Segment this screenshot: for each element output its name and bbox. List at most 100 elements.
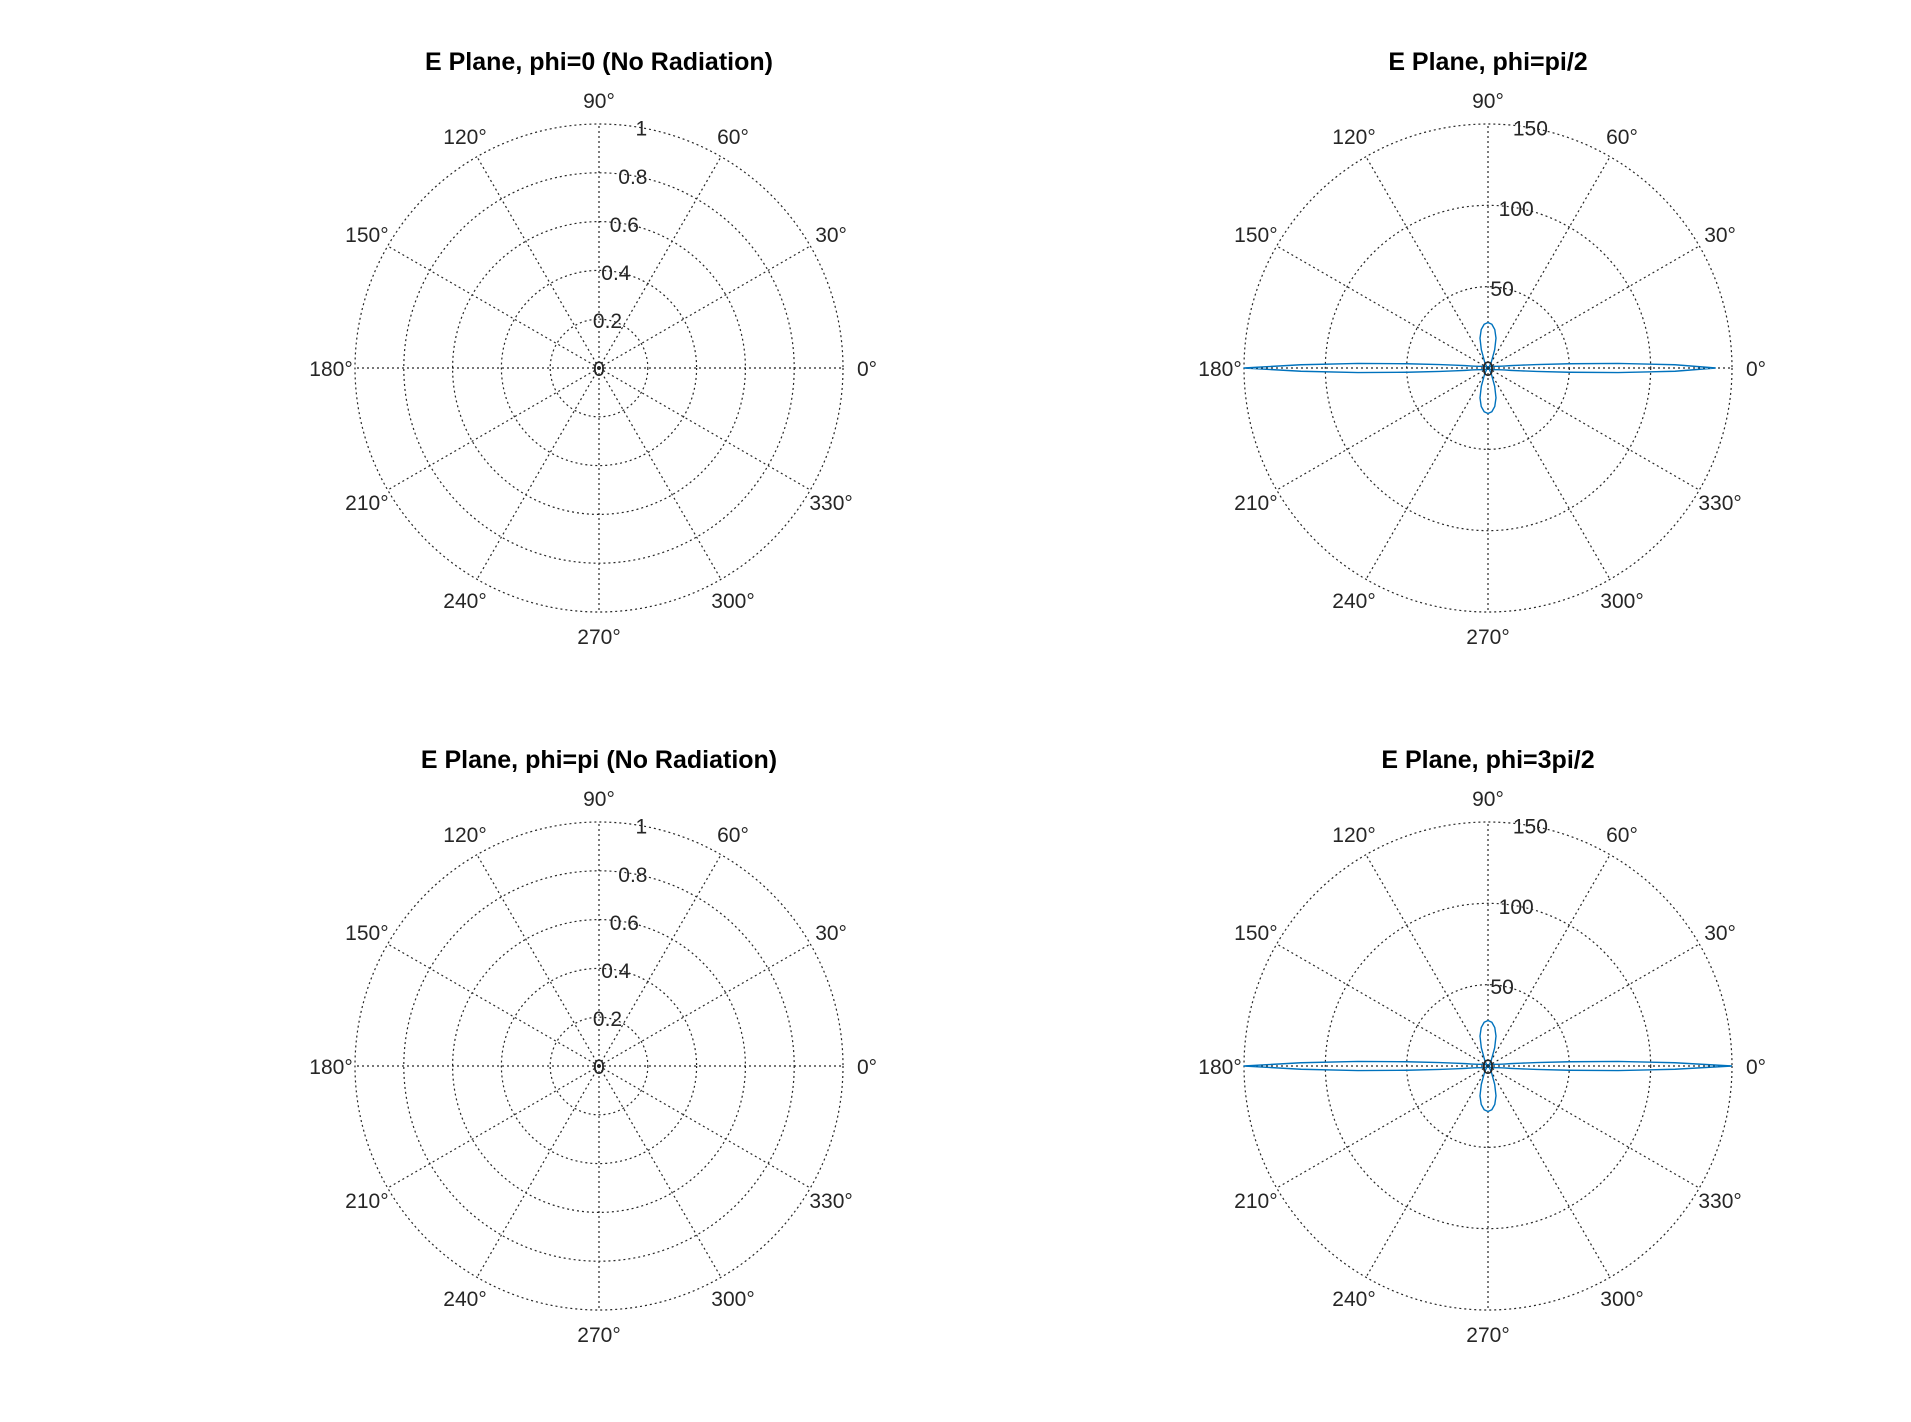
theta-grid-spoke [598, 1065, 811, 1189]
r-tick-labels: 0 0.2 0.4 0.6 0.8 1 [593, 816, 648, 1079]
theta-tick-label: 330° [1698, 1190, 1741, 1213]
theta-tick-label: 330° [809, 1190, 852, 1213]
theta-tick-label: 210° [345, 1190, 388, 1213]
theta-tick-label: 300° [1600, 590, 1643, 613]
theta-tick-label: 270° [1466, 626, 1509, 649]
r-tick-label: 0 [593, 1056, 605, 1079]
theta-grid-spoke [1276, 245, 1489, 369]
theta-grid-spoke [1487, 156, 1611, 369]
polar-grid [354, 821, 844, 1311]
polar-plot-4: 0° 30° 60° 90° 120° 150° 180° 210° 240° 270° 300° 3… [1198, 746, 1766, 1347]
theta-tick-label: 60° [717, 824, 749, 847]
theta-tick-label: 90° [583, 788, 615, 811]
plot-title: E Plane, phi=3pi/2 [1381, 746, 1594, 774]
r-grid-ring [500, 269, 698, 467]
r-grid-ring [549, 318, 649, 418]
r-tick-label: 0 [593, 358, 605, 381]
theta-tick-label: 90° [1472, 90, 1504, 113]
plot-title: E Plane, phi=pi (No Radiation) [421, 746, 777, 774]
theta-tick-label: 300° [711, 1288, 754, 1311]
theta-grid-spoke [1276, 367, 1489, 491]
r-tick-label: 0.2 [593, 310, 622, 333]
theta-grid-spoke [1276, 1065, 1489, 1189]
r-tick-label: 1 [636, 816, 648, 839]
theta-tick-label: 150° [1234, 922, 1277, 945]
theta-grid-spoke [387, 1065, 600, 1189]
theta-tick-label: 240° [1332, 1288, 1375, 1311]
theta-tick-label: 90° [583, 90, 615, 113]
polar-plot-1: 0° 30° 60° 90° 120° 150° 180° 210° 240° 270° 300° 3… [309, 48, 877, 649]
r-grid-ring [354, 821, 844, 1311]
theta-grid-spoke [598, 943, 811, 1067]
pattern-line [1243, 1019, 1733, 1113]
theta-grid-spoke [598, 854, 722, 1067]
theta-tick-label: 180° [1198, 358, 1241, 381]
theta-tick-label: 0° [1746, 1056, 1766, 1079]
theta-tick-label: 120° [1332, 126, 1375, 149]
r-tick-label: 0.8 [618, 864, 647, 887]
r-tick-label: 0.4 [601, 960, 631, 983]
r-grid-ring [1324, 902, 1652, 1230]
data-series [1243, 1019, 1733, 1113]
theta-grid-spoke [1487, 367, 1700, 491]
theta-grid-spoke [476, 1065, 600, 1278]
theta-grid-spoke [1365, 156, 1489, 369]
r-grid-ring [549, 1016, 649, 1116]
theta-grid-spoke [598, 367, 811, 491]
theta-tick-label: 60° [717, 126, 749, 149]
theta-grid-spoke [1487, 367, 1611, 580]
r-grid-ring [1324, 204, 1652, 532]
theta-tick-label: 180° [309, 358, 352, 381]
theta-tick-label: 0° [857, 358, 877, 381]
theta-tick-label: 30° [815, 922, 847, 945]
theta-grid-spoke [1365, 367, 1489, 580]
theta-grid-spoke [1487, 943, 1700, 1067]
theta-grid-spoke [598, 367, 722, 580]
r-grid-ring [354, 123, 844, 613]
theta-grid-spoke [598, 1065, 722, 1278]
theta-tick-label: 210° [1234, 492, 1277, 515]
theta-tick-label: 90° [1472, 788, 1504, 811]
theta-grid-spoke [387, 367, 600, 491]
theta-tick-label: 150° [1234, 224, 1277, 247]
theta-tick-label: 270° [1466, 1324, 1509, 1347]
theta-grid-spoke [1365, 854, 1489, 1067]
theta-tick-label: 120° [443, 126, 486, 149]
theta-tick-label: 0° [1746, 358, 1766, 381]
theta-grid-spoke [476, 156, 600, 369]
r-tick-label: 0.2 [593, 1008, 622, 1031]
theta-grid-spoke [476, 367, 600, 580]
r-tick-label: 100 [1499, 896, 1534, 919]
theta-grid-spoke [598, 156, 722, 369]
pattern-line [1243, 321, 1716, 415]
theta-tick-label: 120° [1332, 824, 1375, 847]
r-tick-labels: 0 0.2 0.4 0.6 0.8 1 [593, 118, 648, 381]
theta-tick-label: 180° [1198, 1056, 1241, 1079]
theta-tick-label: 60° [1606, 824, 1638, 847]
theta-tick-label: 270° [577, 1324, 620, 1347]
theta-tick-label: 240° [1332, 590, 1375, 613]
theta-tick-label: 270° [577, 626, 620, 649]
theta-grid-spoke [598, 245, 811, 369]
polar-plot-3: 0° 30° 60° 90° 120° 150° 180° 210° 240° 270° 300° 3… [309, 746, 877, 1347]
theta-tick-labels: 0° 30° 60° 90° 120° 150° 180° 210° 240° 270° 300° 3… [1198, 788, 1766, 1347]
theta-tick-labels: 0° 30° 60° 90° 120° 150° 180° 210° 240° 270° 300° 3… [309, 788, 877, 1347]
theta-tick-label: 240° [443, 590, 486, 613]
r-tick-label: 0 [1482, 358, 1494, 381]
theta-tick-label: 30° [1704, 224, 1736, 247]
plot-title: E Plane, phi=pi/2 [1388, 48, 1587, 76]
theta-tick-label: 60° [1606, 126, 1638, 149]
r-tick-label: 0.6 [610, 912, 639, 935]
theta-grid-spoke [1487, 854, 1611, 1067]
polar-grid [354, 123, 844, 613]
theta-grid-spoke [387, 245, 600, 369]
theta-tick-label: 120° [443, 824, 486, 847]
theta-tick-label: 30° [1704, 922, 1736, 945]
theta-grid-spoke [476, 854, 600, 1067]
r-tick-label: 50 [1490, 278, 1513, 301]
theta-tick-label: 150° [345, 922, 388, 945]
r-tick-labels: 0 50 100 150 [1482, 118, 1548, 381]
data-series [1243, 321, 1716, 415]
